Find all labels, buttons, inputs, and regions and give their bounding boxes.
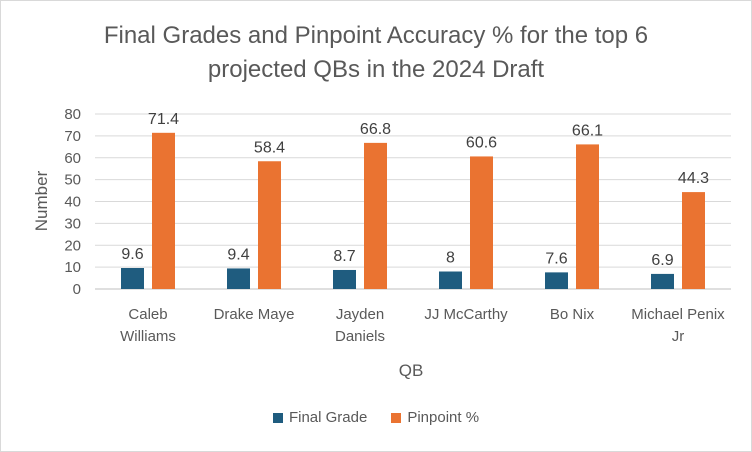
y-tick-label: 60 [64,150,81,167]
bar-final-grade [227,268,250,289]
x-category-label: Bo Nix [550,306,595,323]
x-category-label: Daniels [335,328,385,345]
data-label-final-grade: 7.6 [545,250,567,267]
bars: 9.6 71.4 9.4 58.4 8.7 66.8 8 60.6 7.6 66.1 6.9 44.3 [121,111,709,289]
bar-final-grade [651,273,674,289]
bar-final-grade [121,268,144,289]
data-label-final-grade: 8 [446,250,455,267]
data-label-final-grade: 6.9 [651,252,673,269]
x-category-label: Jr [672,328,685,345]
gridlines [95,113,731,290]
data-label-pinpoint: 58.4 [254,139,285,156]
bar-final-grade [545,272,568,289]
y-tick-label: 20 [64,237,81,254]
legend-swatch-pinpoint [391,412,402,423]
x-category-label: Drake Maye [214,306,295,323]
y-tick-label: 70 [64,128,81,145]
bar-pinpoint [152,132,175,289]
y-tick-label: 0 [73,281,81,298]
y-tick-label: 30 [64,215,81,232]
x-axis-categories: Caleb Williams Drake Maye Jayden Daniels JJ M… [120,306,725,345]
data-label-pinpoint: 66.8 [360,121,391,138]
legend: Final Grade Pinpoint % [1,409,751,426]
bar-pinpoint [576,144,599,289]
bar-pinpoint [682,192,705,289]
chart-title-line-2: projected QBs in the 2024 Draft [207,56,545,83]
x-category-label: Caleb [128,306,167,323]
chart-title-line-1: Final Grades and Pinpoint Accuracy % for… [103,22,649,49]
data-label-final-grade: 9.6 [121,246,143,263]
y-tick-label: 40 [64,194,81,211]
data-label-pinpoint: 60.6 [466,134,497,151]
legend-label-pinpoint: Pinpoint % [407,409,480,426]
legend-item-final-grade: Final Grade [272,409,368,426]
bar-final-grade [439,271,462,289]
data-label-final-grade: 9.4 [227,246,249,263]
y-axis-ticks: 0 10 20 30 40 50 60 70 80 [64,106,81,298]
x-category-label: Williams [120,328,176,345]
bar-pinpoint [258,161,281,289]
data-label-final-grade: 8.7 [333,248,355,265]
y-tick-label: 50 [64,172,81,189]
legend-label-final-grade: Final Grade [288,409,368,426]
x-category-label: Michael Penix [631,306,725,323]
bar-final-grade [333,269,356,289]
y-tick-label: 10 [64,259,81,276]
y-axis-title: Number [32,170,51,231]
data-label-pinpoint: 71.4 [148,111,179,128]
y-tick-label: 80 [64,106,81,123]
x-category-label: JJ McCarthy [424,306,508,323]
data-label-pinpoint: 66.1 [572,122,603,139]
x-category-label: Jayden [336,306,384,323]
bar-pinpoint [364,142,387,289]
data-label-pinpoint: 44.3 [678,170,709,187]
legend-item-pinpoint: Pinpoint % [391,409,479,426]
chart-title: Final Grades and Pinpoint Accuracy % for… [1,19,751,87]
x-axis-title: QB [399,361,424,380]
legend-swatch-final-grade [272,412,283,423]
bar-pinpoint [470,156,493,289]
